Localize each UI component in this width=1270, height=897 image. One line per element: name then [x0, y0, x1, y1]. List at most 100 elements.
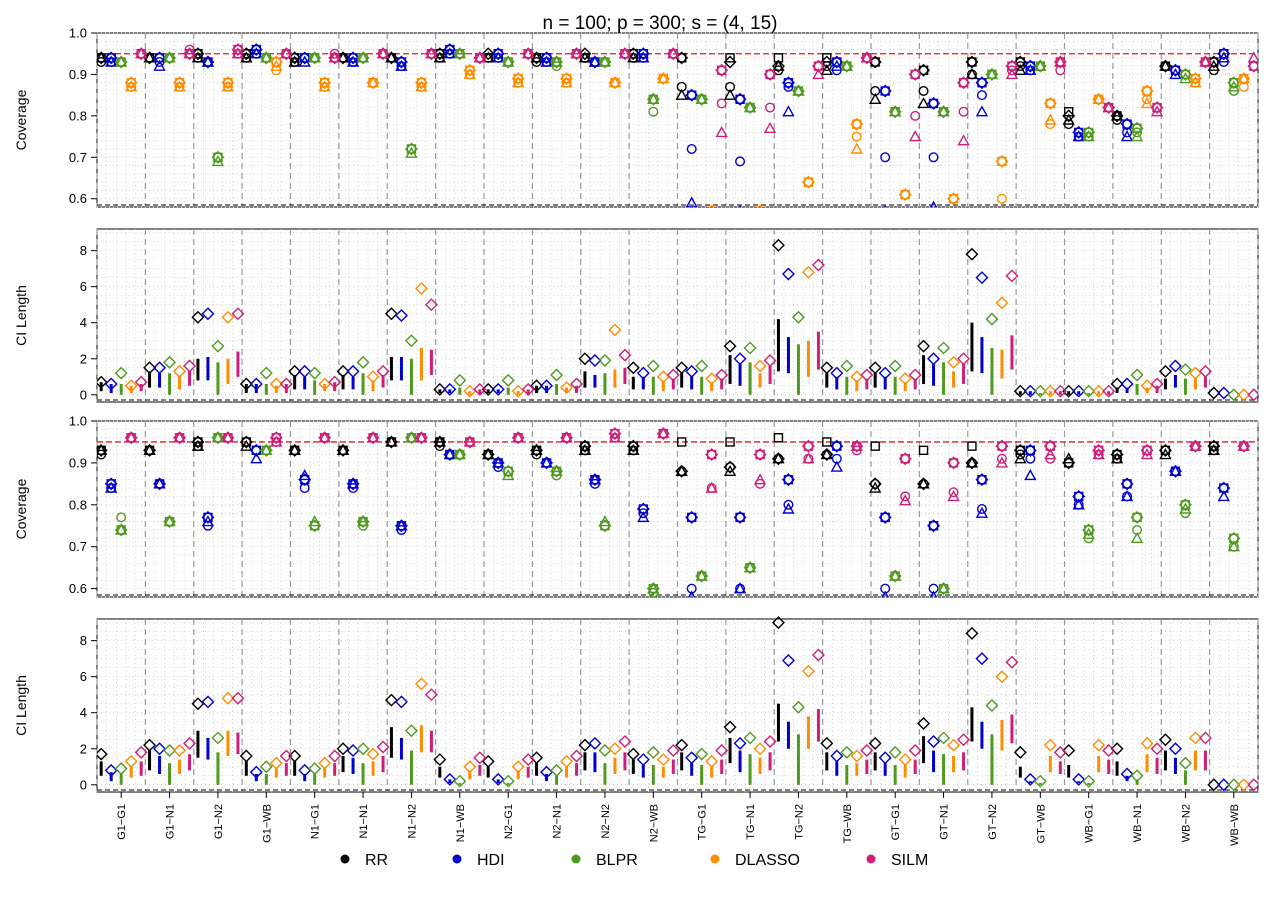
marker-diamond-silm — [1150, 742, 1164, 756]
marker-diamond-blpr — [646, 745, 660, 759]
marker-diamond-rr — [97, 375, 108, 389]
marker-diamond-silm — [424, 688, 438, 702]
marker-triangle-silm — [715, 125, 728, 138]
marker-diamond-rr — [1158, 733, 1172, 747]
legend-label-hdi: HDI — [477, 852, 505, 869]
marker-triangle-silm — [618, 47, 632, 59]
legend-label-blpr: BLPR — [596, 852, 638, 869]
marker-diamond-hdi — [1072, 489, 1086, 503]
marker-square-dlasso — [948, 194, 959, 204]
marker-diamond-blpr — [841, 600, 852, 611]
y-tick-label: 0.7 — [69, 150, 87, 165]
marker-triangle-rr — [530, 51, 543, 63]
marker-diamond-blpr — [793, 604, 804, 615]
marker-diamond-silm — [134, 375, 148, 389]
marker-diamond-silm — [473, 382, 487, 396]
marker-diamond-hdi — [733, 92, 747, 106]
marker-triangle-silm — [995, 456, 1009, 468]
marker-diamond-rr — [97, 51, 108, 65]
marker-square-silm — [706, 449, 717, 460]
marker-diamond-silm — [376, 364, 390, 378]
marker-triangle-blpr — [163, 51, 176, 63]
marker-diamond-silm — [424, 298, 438, 312]
marker-circle-hdi — [638, 508, 649, 519]
marker-circle-hdi — [783, 81, 794, 92]
marker-triangle-blpr — [550, 55, 563, 67]
marker-diamond-silm — [1150, 377, 1164, 391]
marker-diamond-blpr — [743, 731, 757, 745]
marker-diamond-blpr — [937, 582, 951, 596]
marker-circle-hdi — [299, 483, 310, 494]
marker-diamond-rr — [820, 736, 834, 750]
marker-diamond-silm — [995, 439, 1009, 453]
marker-diamond-rr — [675, 361, 689, 375]
y-tick-label: 0.9 — [69, 67, 87, 82]
marker-diamond-rr — [239, 377, 253, 391]
marker-diamond-blpr — [888, 745, 902, 759]
marker-diamond-hdi — [394, 55, 408, 69]
marker-diamond-blpr — [791, 310, 805, 324]
marker-diamond-dlasso — [850, 117, 864, 131]
marker-triangle-hdi — [929, 200, 938, 207]
marker-circle-dlasso — [707, 211, 716, 220]
marker-diamond-blpr — [404, 334, 418, 348]
y-tick-label: 2 — [80, 351, 87, 366]
marker-diamond-dlasso — [560, 381, 574, 395]
marker-circle-rr — [918, 85, 929, 96]
marker-triangle-hdi — [491, 456, 505, 468]
marker-diamond-silm — [134, 47, 148, 61]
marker-diamond-dlasso — [801, 265, 815, 279]
x-tick-label: TG−WB — [842, 804, 854, 843]
marker-diamond-silm — [908, 744, 922, 758]
marker-diamond-dlasso — [269, 55, 283, 69]
marker-square-silm — [958, 78, 969, 88]
marker-diamond-hdi — [685, 88, 699, 102]
marker-diamond-rr — [97, 443, 108, 457]
marker-diamond-hdi — [1120, 117, 1134, 131]
marker-square-hdi — [445, 44, 455, 55]
marker-triangle-rr — [868, 92, 882, 104]
marker-square-hdi — [686, 90, 697, 100]
marker-triangle-blpr — [550, 464, 563, 476]
y-tick-label: 0.6 — [69, 581, 87, 596]
x-tick-label: GT−G1 — [890, 804, 902, 840]
marker-diamond-blpr — [1082, 125, 1096, 139]
marker-diamond-rr — [626, 439, 640, 453]
marker-square-silm — [910, 69, 920, 80]
x-tick-label: G1−N2 — [213, 804, 225, 839]
marker-diamond-rr — [336, 364, 350, 378]
marker-diamond-hdi — [830, 55, 844, 69]
marker-triangle-blpr — [1130, 130, 1144, 142]
marker-diamond-silm — [269, 431, 283, 445]
marker-diamond-rr — [1110, 377, 1124, 391]
marker-diamond-dlasso — [318, 76, 332, 90]
marker-triangle-silm — [802, 452, 815, 464]
marker-diamond-blpr — [888, 359, 902, 373]
marker-diamond-dlasso — [1043, 96, 1057, 110]
marker-triangle-silm — [1054, 55, 1067, 67]
marker-square-dlasso — [852, 119, 862, 129]
marker-triangle-silm — [1005, 67, 1019, 80]
x-tick-label: WB−N2 — [1180, 804, 1192, 842]
marker-triangle-dlasso — [1140, 96, 1154, 109]
marker-triangle-blpr — [598, 55, 612, 67]
panel-marks — [97, 616, 1258, 792]
marker-diamond-silm — [318, 431, 332, 445]
marker-diamond-rr — [675, 738, 689, 752]
marker-diamond-dlasso — [1237, 778, 1251, 792]
marker-triangle-hdi — [540, 456, 553, 468]
marker-diamond-blpr — [1227, 388, 1241, 402]
marker-circle-dlasso — [901, 211, 910, 220]
marker-diamond-silm — [1102, 384, 1116, 398]
marker-square-hdi — [686, 512, 697, 523]
marker-square-silm — [755, 449, 765, 460]
panel-p3: 0.6 0.7 0.8 0.9 1.0 Coverage — [13, 414, 1259, 615]
marker-diamond-hdi — [298, 51, 312, 65]
marker-triangle-rr — [1110, 109, 1124, 121]
marker-diamond-dlasso — [1140, 84, 1154, 98]
marker-circle-silm — [329, 48, 340, 59]
marker-square-silm — [765, 69, 775, 80]
marker-diamond-silm — [183, 47, 197, 61]
marker-diamond-hdi — [1072, 384, 1086, 398]
marker-diamond-blpr — [114, 55, 128, 69]
